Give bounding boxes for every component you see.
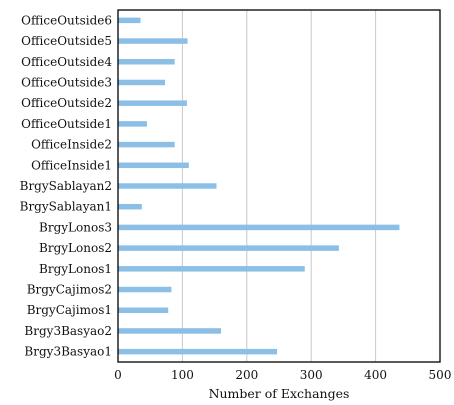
category-label: BrgySablayan2 [20, 179, 112, 193]
category-label: OfficeOutside5 [21, 34, 112, 48]
category-label: BrgyLonos2 [39, 241, 112, 255]
x-tick-label: 100 [171, 368, 194, 382]
bar [118, 328, 222, 334]
bar [118, 348, 278, 355]
bar [118, 183, 217, 189]
bar [118, 141, 175, 148]
category-label: BrgySablayan1 [20, 200, 112, 214]
x-axis-title: Number of Exchanges [209, 386, 350, 401]
bars [118, 17, 400, 355]
category-label: OfficeInside2 [31, 138, 112, 152]
category-label: BrgyLonos3 [39, 220, 112, 234]
x-tick-label: 400 [364, 368, 387, 382]
x-tick-label: 200 [235, 368, 258, 382]
y-axis-labels: OfficeOutside6 OfficeOutside5 OfficeOutsid… [20, 13, 113, 358]
category-label: OfficeInside1 [31, 158, 112, 172]
bar [118, 307, 169, 313]
category-label: OfficeOutside6 [21, 13, 112, 27]
bar [118, 245, 339, 251]
bar [118, 121, 147, 127]
bar [118, 203, 142, 210]
x-tick-label: 500 [429, 368, 452, 382]
bar [118, 224, 400, 231]
bar [118, 59, 175, 65]
bar [118, 79, 166, 86]
category-label: OfficeOutside2 [21, 96, 112, 110]
bar [118, 17, 141, 24]
category-label: Brgy3Basyao2 [24, 324, 112, 338]
x-tick-label: 300 [300, 368, 323, 382]
x-tick-label: 0 [114, 368, 122, 382]
x-axis-ticks: 0 100 200 300 400 500 [114, 368, 451, 382]
category-label: OfficeOutside3 [21, 75, 112, 89]
bar [118, 38, 188, 44]
bar [118, 100, 187, 106]
category-label: BrgyLonos1 [39, 262, 112, 276]
plot-frame [117, 9, 441, 363]
category-label: OfficeOutside1 [21, 117, 112, 131]
bar [118, 266, 305, 272]
bar [118, 286, 172, 293]
category-label: BrgyCajimos2 [27, 283, 112, 297]
bar [118, 162, 189, 169]
category-label: OfficeOutside4 [21, 55, 112, 69]
category-label: BrgyCajimos1 [27, 303, 112, 317]
category-label: Brgy3Basyao1 [24, 345, 112, 359]
